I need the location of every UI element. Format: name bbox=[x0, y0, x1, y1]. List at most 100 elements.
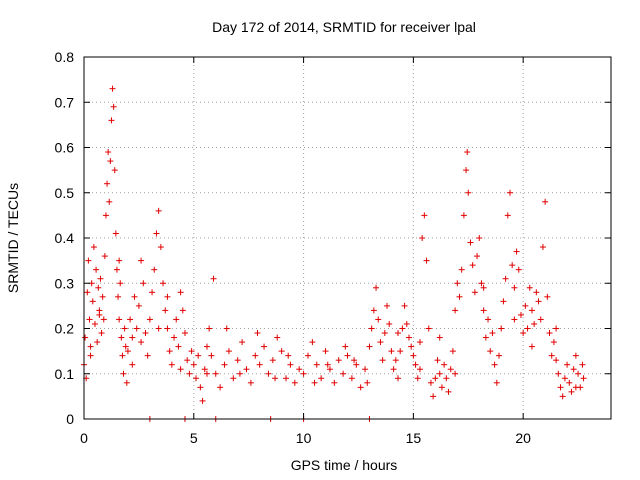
data-point bbox=[524, 325, 531, 332]
data-point bbox=[464, 149, 471, 156]
data-point bbox=[548, 352, 555, 359]
data-point bbox=[405, 334, 412, 341]
data-point bbox=[580, 375, 587, 382]
data-point bbox=[575, 370, 582, 377]
data-point bbox=[340, 370, 347, 377]
data-point bbox=[553, 325, 560, 332]
data-point bbox=[423, 257, 430, 264]
data-point bbox=[171, 334, 178, 341]
data-point bbox=[120, 370, 127, 377]
data-point bbox=[123, 379, 130, 386]
data-point bbox=[109, 85, 116, 92]
data-point bbox=[471, 289, 478, 296]
data-point bbox=[182, 330, 189, 337]
data-point bbox=[177, 289, 184, 296]
data-point bbox=[212, 370, 219, 377]
data-point bbox=[386, 320, 393, 327]
data-point bbox=[427, 379, 434, 386]
data-point bbox=[285, 352, 292, 359]
data-point bbox=[82, 334, 89, 341]
data-point bbox=[149, 289, 156, 296]
data-points bbox=[81, 85, 587, 422]
data-point bbox=[265, 370, 272, 377]
data-point bbox=[390, 366, 397, 373]
data-point bbox=[186, 370, 193, 377]
data-point bbox=[375, 316, 382, 323]
data-point bbox=[190, 361, 197, 368]
data-point bbox=[522, 302, 529, 309]
data-point bbox=[324, 361, 331, 368]
data-point bbox=[111, 167, 118, 174]
data-point bbox=[526, 284, 533, 291]
y-tick-label: 0.7 bbox=[55, 94, 75, 110]
data-point bbox=[199, 397, 206, 404]
data-point bbox=[500, 298, 507, 305]
data-point bbox=[96, 311, 103, 318]
data-point bbox=[570, 366, 577, 373]
data-point bbox=[480, 307, 487, 314]
data-point bbox=[478, 280, 485, 287]
data-point bbox=[561, 375, 568, 382]
data-point bbox=[454, 280, 461, 287]
data-point bbox=[515, 266, 522, 273]
data-point bbox=[272, 375, 279, 382]
data-point bbox=[84, 289, 91, 296]
data-point bbox=[117, 280, 124, 287]
data-point bbox=[482, 334, 489, 341]
data-point bbox=[362, 366, 369, 373]
data-point bbox=[520, 330, 527, 337]
data-point bbox=[412, 361, 419, 368]
x-tick-label: 20 bbox=[515, 430, 531, 446]
data-point bbox=[155, 207, 162, 214]
data-point bbox=[236, 370, 243, 377]
data-point bbox=[203, 343, 210, 350]
data-point bbox=[97, 275, 104, 282]
data-point bbox=[342, 343, 349, 350]
data-point bbox=[513, 248, 520, 255]
data-point bbox=[416, 339, 423, 346]
y-tick-label: 0.2 bbox=[55, 321, 75, 337]
data-point bbox=[533, 289, 540, 296]
data-point bbox=[208, 352, 215, 359]
data-point bbox=[452, 307, 459, 314]
data-point bbox=[408, 343, 415, 350]
data-point bbox=[368, 325, 375, 332]
x-tick-label: 5 bbox=[190, 430, 198, 446]
data-point bbox=[537, 316, 544, 323]
data-point bbox=[177, 366, 184, 373]
data-point bbox=[452, 370, 459, 377]
data-point bbox=[116, 316, 123, 323]
x-tick-label: 0 bbox=[80, 430, 88, 446]
data-point bbox=[300, 370, 307, 377]
data-point bbox=[528, 343, 535, 350]
data-point bbox=[572, 384, 579, 391]
data-point bbox=[261, 343, 268, 350]
data-point bbox=[313, 361, 320, 368]
data-point bbox=[430, 393, 437, 400]
data-point bbox=[102, 212, 109, 219]
data-point bbox=[118, 334, 125, 341]
data-point bbox=[517, 311, 524, 318]
data-point bbox=[331, 379, 338, 386]
data-point bbox=[283, 375, 290, 382]
data-point bbox=[498, 325, 505, 332]
y-tick-label: 0.1 bbox=[55, 366, 75, 382]
data-point bbox=[403, 320, 410, 327]
data-point bbox=[252, 352, 259, 359]
data-point bbox=[201, 366, 208, 373]
data-point bbox=[99, 293, 106, 300]
data-point bbox=[234, 357, 241, 364]
data-point bbox=[377, 339, 384, 346]
x-tick-label: 15 bbox=[406, 430, 422, 446]
y-tick-label: 0.3 bbox=[55, 275, 75, 291]
data-point bbox=[384, 302, 391, 309]
data-point bbox=[370, 307, 377, 314]
data-point bbox=[101, 253, 108, 260]
data-point bbox=[348, 375, 355, 382]
data-point bbox=[162, 307, 169, 314]
data-point bbox=[87, 352, 94, 359]
data-point bbox=[511, 316, 518, 323]
data-point bbox=[443, 375, 450, 382]
data-point bbox=[256, 361, 263, 368]
